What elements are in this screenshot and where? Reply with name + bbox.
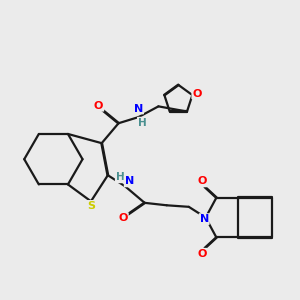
- Text: H: H: [138, 118, 147, 128]
- Text: O: O: [94, 101, 103, 111]
- Text: N: N: [134, 103, 143, 113]
- Text: N: N: [125, 176, 134, 186]
- Text: O: O: [198, 249, 207, 259]
- Text: O: O: [198, 176, 207, 186]
- Text: O: O: [118, 213, 128, 223]
- Text: S: S: [87, 201, 95, 211]
- Text: N: N: [200, 214, 209, 224]
- Text: O: O: [192, 88, 202, 98]
- Text: H: H: [116, 172, 124, 182]
